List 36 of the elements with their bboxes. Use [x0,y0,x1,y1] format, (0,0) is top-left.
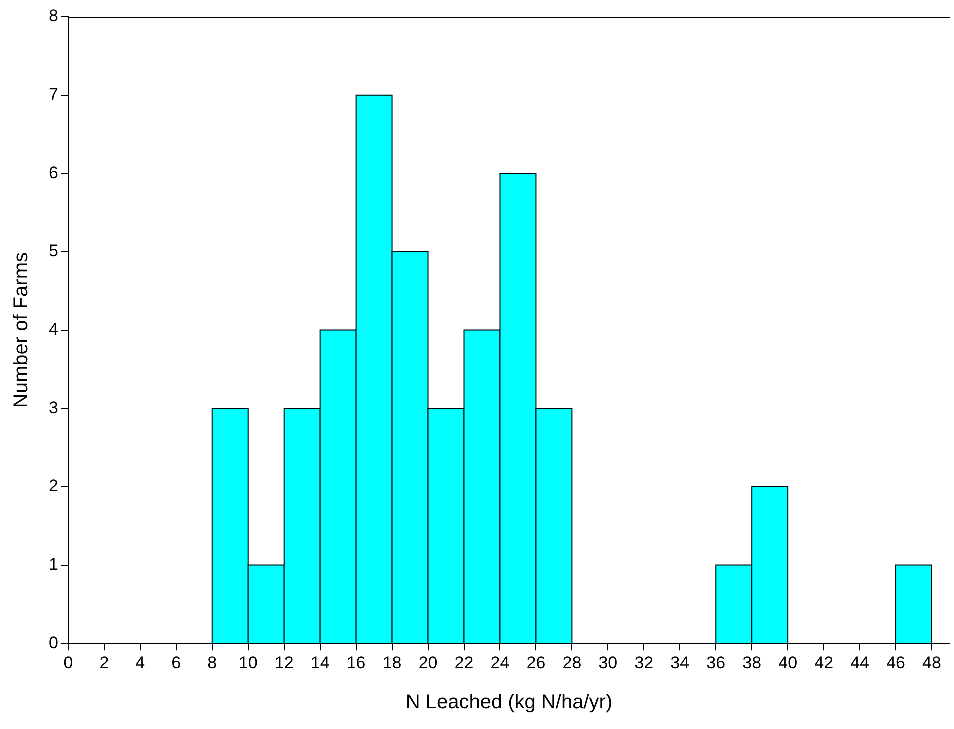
y-tick-label: 1 [48,554,58,574]
x-tick-label: 36 [706,653,726,672]
y-tick-label: 2 [48,476,58,496]
x-tick-label: 10 [238,653,258,672]
x-tick-label: 4 [136,653,146,672]
y-tick-label: 7 [48,85,58,104]
x-tick-label: 32 [634,653,654,672]
y-tick-label: 8 [48,6,58,26]
y-tick-label: 3 [48,398,58,418]
x-tick-label: 42 [814,653,834,672]
x-tick-label: 24 [490,653,510,672]
x-tick-label: 6 [172,653,182,672]
x-tick-label: 46 [886,653,906,672]
y-tick-label: 5 [48,242,58,261]
y-axis-title: Number of Farms [10,252,33,408]
y-tick-label: 4 [48,320,58,339]
x-tick-label: 14 [310,653,330,672]
x-axis-title: N Leached (kg N/ha/yr) [406,692,613,714]
x-tick-label: 2 [100,653,110,672]
x-tick-label: 0 [64,653,74,672]
x-tick-label: 34 [670,653,690,672]
x-tick-label: 12 [274,653,294,672]
x-tick-label: 38 [742,653,762,672]
x-tick-label: 44 [850,653,870,672]
x-tick-label: 48 [922,653,942,672]
x-tick-label: 40 [778,653,798,672]
x-tick-label: 30 [598,653,618,672]
y-tick-label: 6 [48,163,58,182]
x-tick-label: 28 [562,653,582,672]
y-tick-label: 0 [48,633,58,652]
x-tick-label: 8 [208,653,218,672]
x-tick-label: 18 [382,653,402,672]
x-tick-label: 22 [454,653,474,672]
x-tick-label: 20 [418,653,438,672]
x-tick-label: 26 [526,653,546,672]
x-tick-label: 16 [346,653,366,672]
